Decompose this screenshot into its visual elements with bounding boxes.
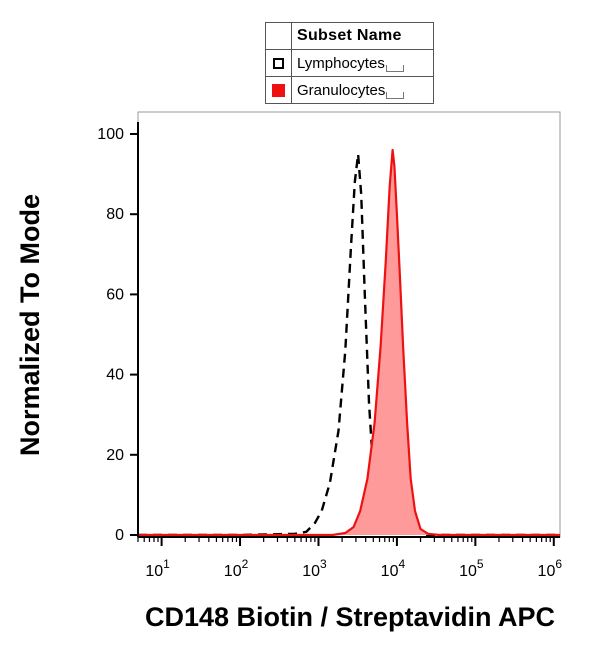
y-tick-label: 20 <box>106 447 124 464</box>
axes-layer: 0 20 40 60 80 100 101 102 103 104 105 106 <box>97 122 562 580</box>
x-tick-label: 106 <box>538 557 563 580</box>
legend-item-granulocytes: Granulocytes <box>266 76 433 103</box>
empty-box-icon <box>386 91 405 99</box>
x-tick-label: 103 <box>302 557 327 580</box>
x-tick-label: 101 <box>145 557 170 580</box>
series-layer <box>138 148 560 537</box>
x-axis-title: CD148 Biotin / Streptavidin APC <box>145 602 555 632</box>
legend-header: Subset Name <box>297 27 402 44</box>
x-tick-label: 102 <box>224 557 249 580</box>
x-tick-label: 104 <box>381 557 406 580</box>
empty-box-icon <box>385 64 404 72</box>
y-tick-label: 80 <box>106 206 124 223</box>
legend-label-lymphocytes: Lymphocytes <box>297 54 385 72</box>
legend-header-row: Subset Name <box>266 23 433 49</box>
open-square-icon <box>273 57 284 69</box>
series-line-granulocytes <box>138 148 560 537</box>
y-tick-label: 0 <box>115 527 124 544</box>
plot-area <box>137 111 561 538</box>
y-tick-label: 60 <box>106 286 124 303</box>
x-tick-label: 105 <box>459 557 484 580</box>
legend: Subset Name Lymphocytes Granulocytes <box>265 22 434 104</box>
filled-red-square-icon <box>272 83 285 97</box>
legend-item-lymphocytes: Lymphocytes <box>266 49 433 76</box>
plot-frame <box>137 111 561 538</box>
y-axis-title: Normalized To Mode <box>15 194 45 456</box>
y-tick-label: 40 <box>106 367 124 384</box>
legend-label-granulocytes: Granulocytes <box>297 81 386 99</box>
y-tick-label: 100 <box>97 126 124 143</box>
